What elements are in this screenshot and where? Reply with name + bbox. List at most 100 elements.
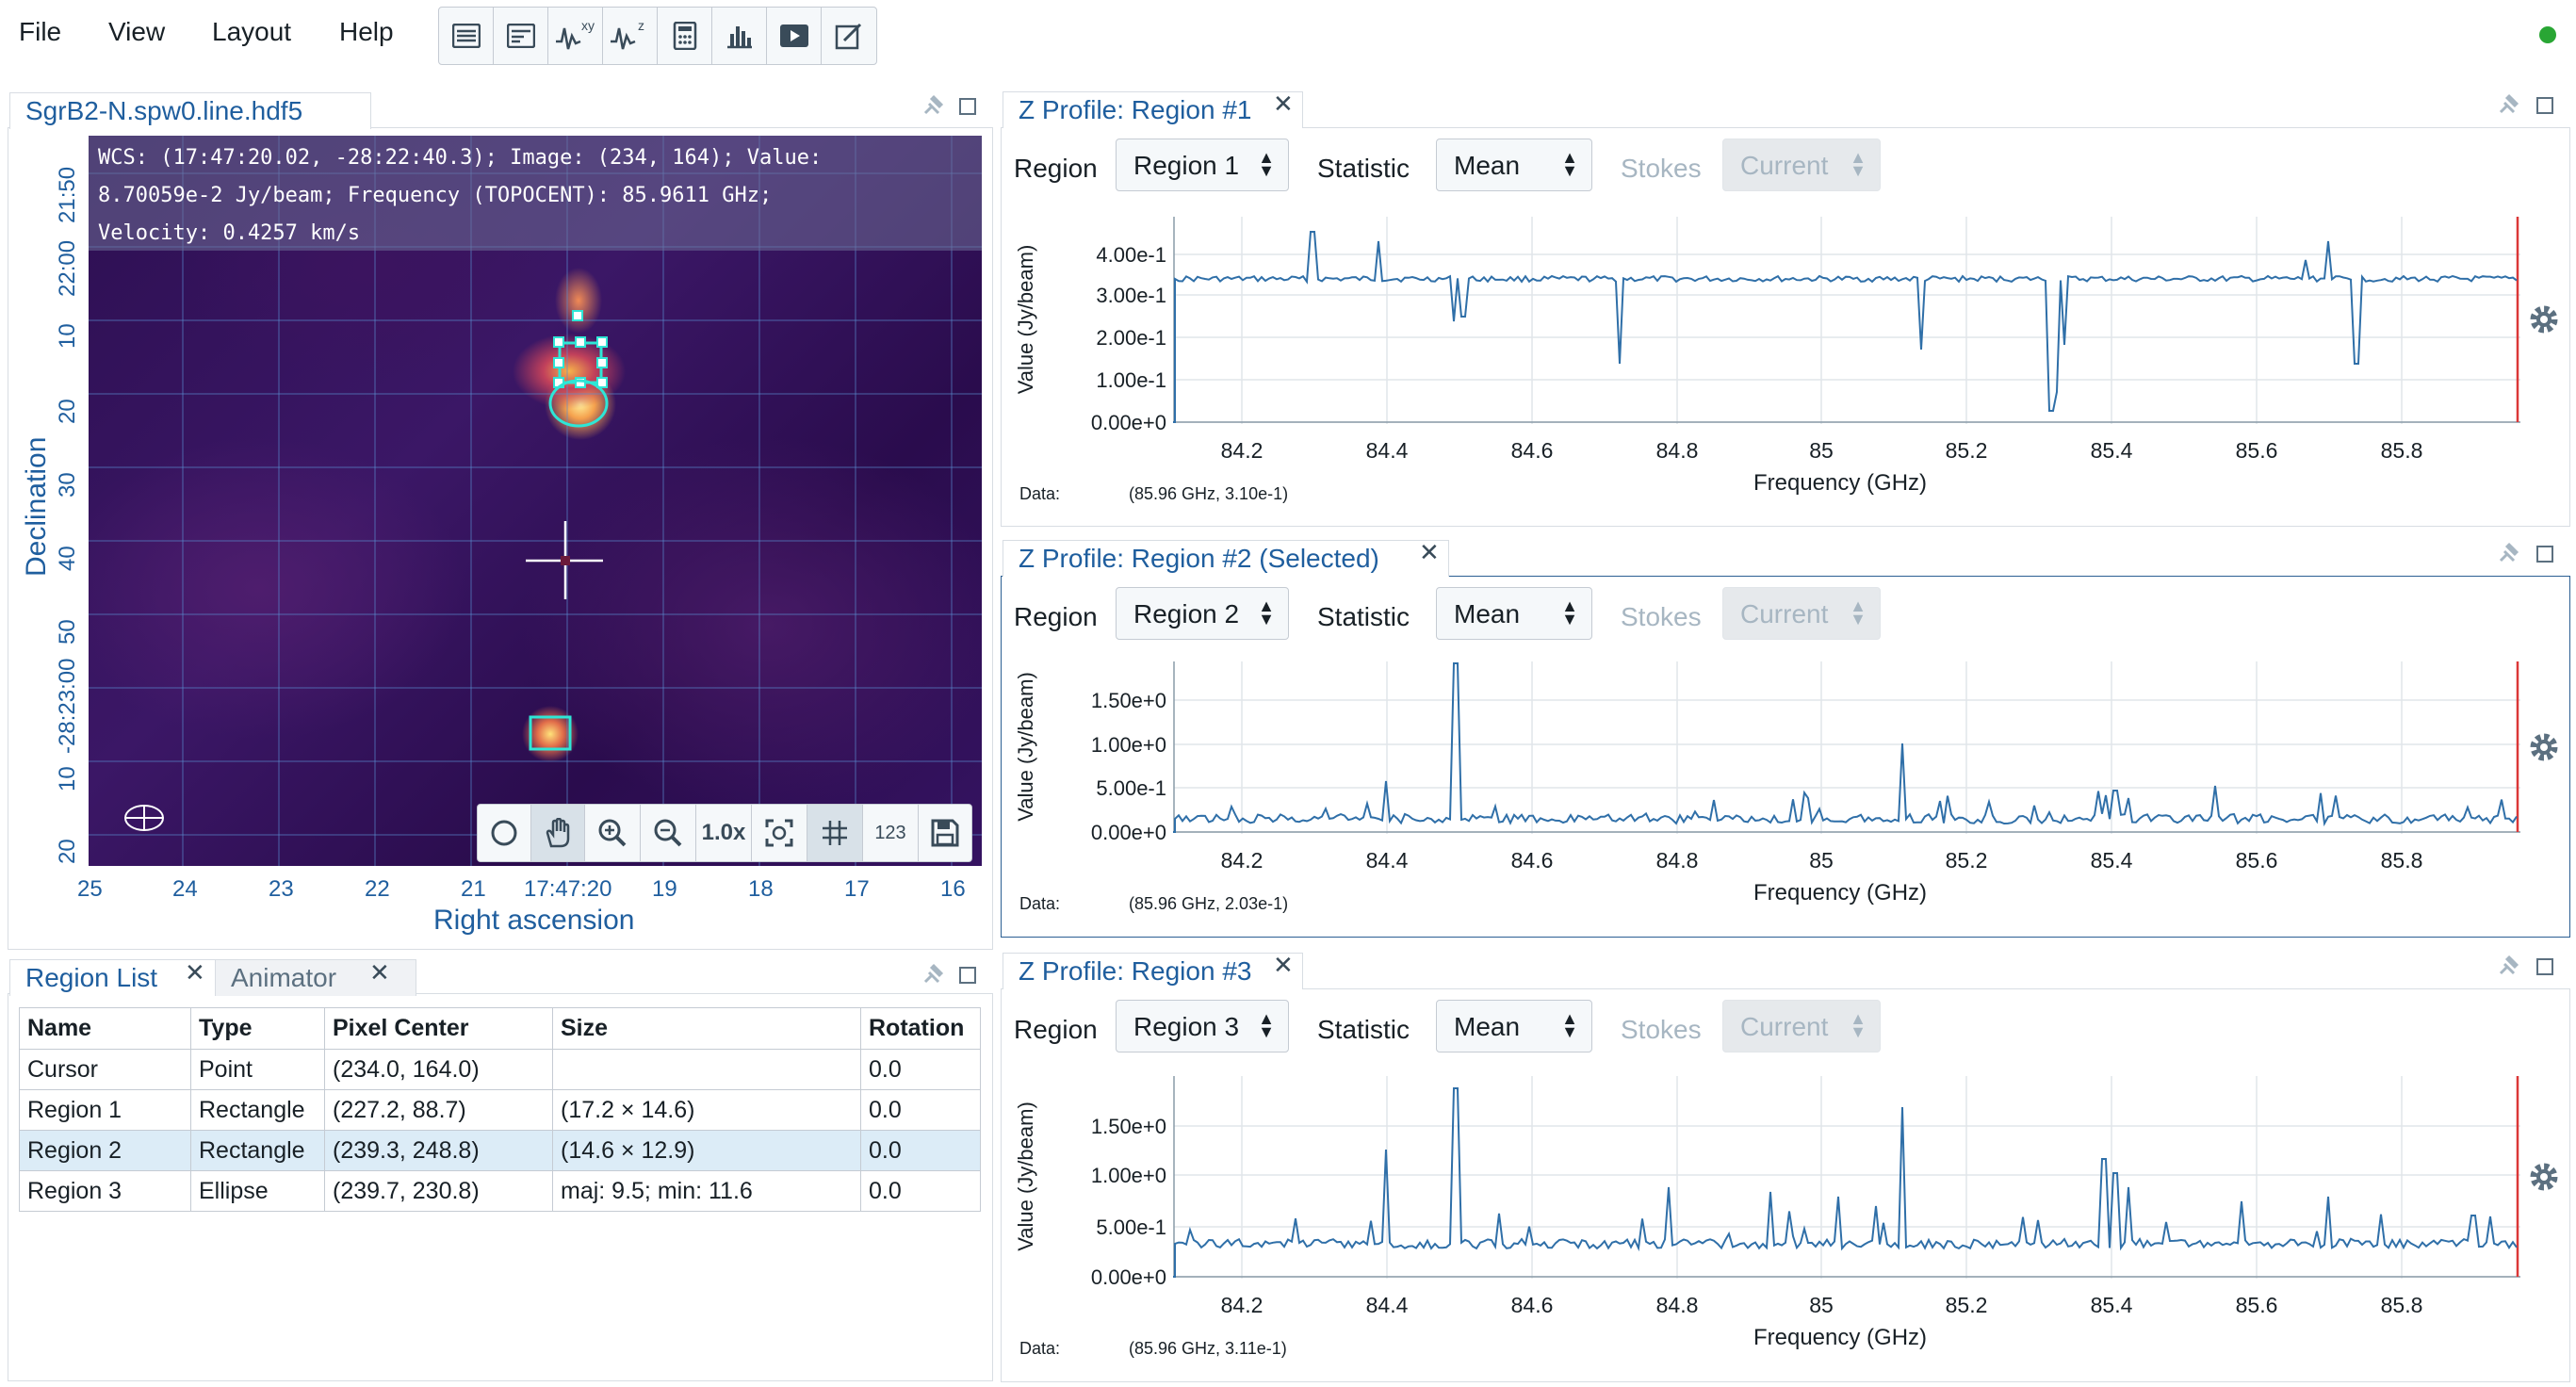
x-axis-title: Frequency (GHz)	[1753, 470, 1927, 496]
menu-layout[interactable]: Layout	[212, 17, 292, 46]
caret-icon: ▲ ▼	[1561, 596, 1578, 628]
caret-icon: ▲ ▼	[1258, 596, 1275, 628]
statistic-label: Statistic	[1317, 154, 1410, 183]
maximize-icon[interactable]	[2536, 958, 2553, 975]
maximize-icon[interactable]	[959, 98, 976, 115]
x-tick-label: 85	[1809, 848, 1834, 873]
stokes-select[interactable]: Current ▲ ▼	[1722, 1000, 1881, 1052]
statistic-select[interactable]: Mean ▲ ▼	[1436, 139, 1592, 191]
z-profile-panel	[1001, 988, 2570, 1382]
pin-icon[interactable]	[2497, 540, 2521, 564]
spectrum-line	[1173, 662, 2518, 833]
ra-tick: 21	[461, 876, 486, 902]
menu-file[interactable]: File	[19, 17, 62, 46]
z-profile-panel	[1001, 127, 2570, 527]
log-icon[interactable]	[494, 8, 548, 64]
close-icon[interactable]: ✕	[1419, 538, 1440, 566]
col-header[interactable]: Rotation	[860, 1007, 981, 1050]
statistic-select[interactable]: Mean ▲ ▼	[1436, 587, 1592, 640]
ra-tick: 25	[77, 876, 103, 902]
ra-tick: 16	[940, 876, 966, 902]
pan-hand-icon[interactable]	[531, 805, 585, 861]
x-tick-label: 85	[1809, 1293, 1834, 1317]
caret-icon: ▲ ▼	[1850, 596, 1867, 628]
cursor-data-label: Data:	[1019, 894, 1060, 913]
close-icon[interactable]: ✕	[1273, 90, 1294, 118]
settings-gear-icon[interactable]	[2527, 730, 2561, 764]
close-icon[interactable]: ✕	[369, 958, 390, 987]
spectrum-line	[1173, 231, 2518, 423]
settings-gear-icon[interactable]	[2527, 302, 2561, 336]
animator-icon[interactable]	[767, 8, 822, 64]
table-row[interactable]: Region 3 Ellipse (239.7, 230.8) maj: 9.5…	[19, 1170, 981, 1212]
region-label: Region	[1014, 602, 1098, 631]
x-tick-label: 84.2	[1221, 848, 1264, 873]
svg-text:xy: xy	[581, 18, 595, 33]
save-image-icon[interactable]	[919, 805, 971, 861]
region-select[interactable]: Region 1 ▲ ▼	[1116, 139, 1289, 191]
grid-toggle-icon[interactable]	[807, 805, 863, 861]
table-row-selected[interactable]: Region 2 Rectangle (239.3, 248.8) (14.6 …	[19, 1130, 981, 1171]
spectral-profile-icon[interactable]: z	[603, 8, 658, 64]
region-select[interactable]: Region 2 ▲ ▼	[1116, 587, 1289, 640]
menu-help[interactable]: Help	[339, 17, 394, 46]
col-header[interactable]: Type	[190, 1007, 325, 1050]
histogram-icon[interactable]	[712, 8, 767, 64]
pin-icon[interactable]	[921, 92, 946, 117]
x-tick-label: 85.2	[1946, 438, 1988, 463]
server-status-icon	[2539, 26, 2556, 43]
table-row[interactable]: Cursor Point (234.0, 164.0) 0.0	[19, 1049, 981, 1090]
ra-tick: 18	[748, 876, 774, 902]
cell-type: Rectangle	[190, 1130, 325, 1171]
main-toolbar: xy z	[438, 7, 877, 65]
zoom-in-icon[interactable]	[585, 805, 641, 861]
tab-z-profile[interactable]: Z Profile: Region #2 (Selected)	[1003, 540, 1449, 577]
x-tick-label: 85.6	[2236, 848, 2278, 873]
pin-icon[interactable]	[2497, 91, 2521, 116]
close-icon[interactable]: ✕	[1273, 951, 1294, 979]
x-tick-label: 85.2	[1946, 848, 1988, 873]
stokes-label: Stokes	[1621, 602, 1702, 631]
zoom-out-icon[interactable]	[641, 805, 696, 861]
stokes-select[interactable]: Current ▲ ▼	[1722, 139, 1881, 191]
region-select[interactable]: Region 3 ▲ ▼	[1116, 1000, 1289, 1052]
maximize-icon[interactable]	[2536, 97, 2553, 114]
pin-icon[interactable]	[2497, 953, 2521, 977]
caret-icon: ▲ ▼	[1850, 148, 1867, 180]
labels-toggle-button[interactable]: 123	[863, 805, 919, 861]
y-tick-label: 3.00e-1	[1096, 284, 1166, 307]
maximize-icon[interactable]	[2536, 546, 2553, 563]
x-tick-label: 85.8	[2381, 1293, 2423, 1317]
render-config-icon[interactable]	[822, 8, 875, 64]
tab-animator[interactable]: Animator	[215, 959, 416, 996]
tab-z-profile[interactable]: Z Profile: Region #3	[1003, 953, 1303, 989]
stats-icon[interactable]	[658, 8, 712, 64]
maximize-icon[interactable]	[959, 967, 976, 984]
tab-image-viewer[interactable]: SgrB2-N.spw0.line.hdf5	[9, 92, 371, 129]
table-row[interactable]: Region 1 Rectangle (227.2, 88.7) (17.2 ×…	[19, 1089, 981, 1131]
cursor-data-label: Data:	[1019, 1339, 1060, 1358]
menu-view[interactable]: View	[108, 17, 166, 46]
spatial-profile-icon[interactable]: xy	[548, 8, 603, 64]
col-header[interactable]: Name	[19, 1007, 191, 1050]
tab-z-profile[interactable]: Z Profile: Region #1	[1003, 91, 1303, 128]
zoom-fit-icon[interactable]	[752, 805, 807, 861]
statistic-select[interactable]: Mean ▲ ▼	[1436, 1000, 1592, 1052]
settings-gear-icon[interactable]	[2527, 1160, 2561, 1194]
region-circle-icon[interactable]	[478, 805, 531, 861]
x-tick-label: 84.4	[1366, 1293, 1409, 1317]
ra-tick: 24	[172, 876, 198, 902]
pin-icon[interactable]	[921, 961, 946, 986]
stokes-label: Stokes	[1621, 154, 1702, 183]
zoom-reset-button[interactable]: 1.0x	[696, 805, 752, 861]
cell-size: (14.6 × 12.9)	[552, 1130, 861, 1171]
region-list-icon[interactable]	[439, 8, 494, 64]
close-icon[interactable]: ✕	[185, 958, 205, 987]
stokes-select[interactable]: Current ▲ ▼	[1722, 587, 1881, 640]
tab-region-list[interactable]: Region List	[9, 959, 220, 996]
x-tick-label: 85.4	[2091, 1293, 2133, 1317]
x-tick-label: 84.2	[1221, 438, 1264, 463]
